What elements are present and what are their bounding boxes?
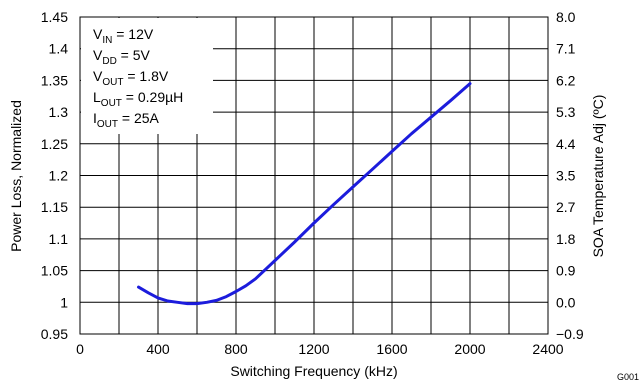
x-tick-label: 0 (76, 341, 84, 357)
y-right-axis-label: SOA Temperature Adj (ºC) (590, 95, 606, 258)
y-right-tick-label: 3.5 (556, 168, 576, 184)
y-tick-label: 1.45 (41, 9, 68, 25)
y-right-tick-label: 1.8 (556, 231, 576, 247)
plot-frame (79, 16, 549, 335)
y-tick-label: 1.2 (49, 168, 69, 184)
y-tick-labels: 0.95 1 1.05 1.1 1.15 1.2 1.25 1.3 1.35 1.4 1.45 (41, 9, 68, 342)
y-right-tick-label: 4.4 (556, 136, 576, 152)
figure-code: G001 (617, 372, 639, 382)
x-tick-label: 2000 (454, 341, 485, 357)
y-tick-label: 1.25 (41, 136, 68, 152)
y-tick-label: 0.95 (41, 326, 68, 342)
y-axis-label: Power Loss, Normalized (8, 100, 24, 252)
grid-lines (80, 17, 548, 334)
x-axis-label: Switching Frequency (kHz) (230, 363, 397, 379)
x-tick-label: 400 (146, 341, 170, 357)
x-tick-label: 1600 (376, 341, 407, 357)
x-tick-label: 2400 (532, 341, 563, 357)
parameter-line: VIN = 12V (93, 26, 154, 46)
y-tick-label: 1.3 (49, 104, 69, 120)
y-right-tick-label: 5.3 (556, 104, 576, 120)
y-tick-label: 1.15 (41, 199, 68, 215)
y-right-tick-label: 2.7 (556, 199, 576, 215)
x-tick-label: 800 (224, 341, 248, 357)
y-tick-label: 1.35 (41, 72, 68, 88)
y-right-tick-label: 0.9 (556, 263, 576, 279)
y-right-tick-label: 0.0 (556, 294, 576, 310)
y-right-tick-label: 6.2 (556, 72, 576, 88)
y-right-tick-label: 7.1 (556, 41, 576, 57)
y-tick-label: 1.05 (41, 263, 68, 279)
y-right-tick-label: 8.0 (556, 9, 576, 25)
x-tick-label: 1200 (298, 341, 329, 357)
y-tick-label: 1.1 (49, 231, 69, 247)
parameter-line: LOUT = 0.29µH (93, 89, 183, 109)
parameter-line: VOUT = 1.8V (93, 68, 169, 88)
parameter-line: VDD = 5V (93, 47, 151, 67)
y-right-tick-label: −0.9 (556, 326, 584, 342)
y-right-tick-labels: −0.9 0.0 0.9 1.8 2.7 3.5 4.4 5.3 6.2 7.1 8.0 (556, 9, 584, 342)
y-tick-label: 1.4 (49, 41, 69, 57)
series-layer (137, 82, 472, 306)
parameter-line: IOUT = 25A (93, 110, 160, 130)
y-tick-label: 1 (60, 294, 68, 310)
x-tick-labels: 0 400 800 1200 1600 2000 2400 (76, 341, 564, 357)
series-line (137, 82, 472, 306)
